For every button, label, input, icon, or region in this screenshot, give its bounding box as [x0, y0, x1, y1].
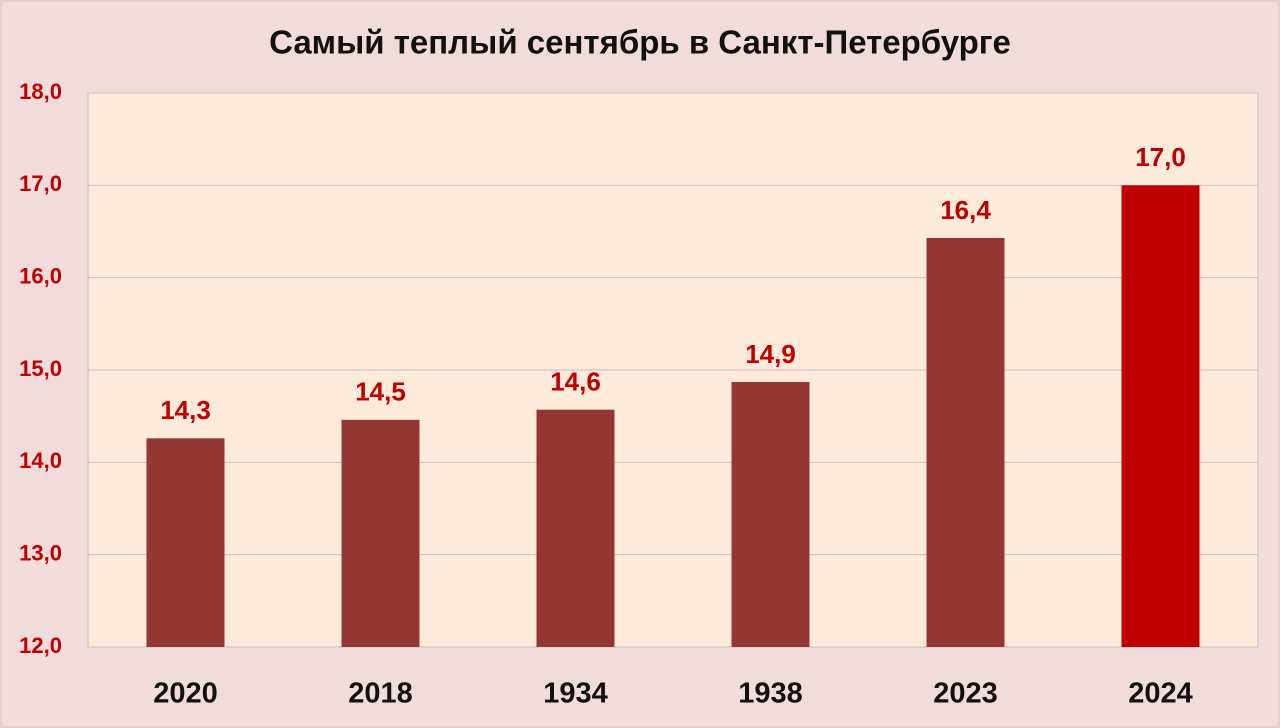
x-tick-label: 2024 [1128, 678, 1193, 710]
bar [1121, 185, 1200, 648]
x-tick-label: 2018 [348, 678, 413, 710]
bar [926, 237, 1005, 648]
y-tick-label: 12,0 [19, 633, 62, 658]
y-tick-label: 13,0 [19, 540, 62, 565]
y-tick-label: 17,0 [19, 171, 62, 196]
bar [341, 419, 420, 647]
data-label: 14,3 [160, 395, 211, 425]
data-label: 14,5 [355, 377, 406, 407]
y-tick-label: 15,0 [19, 356, 62, 381]
bar [536, 409, 615, 647]
y-tick-label: 14,0 [19, 448, 62, 473]
data-label: 14,9 [745, 339, 796, 369]
data-label: 14,6 [550, 367, 601, 397]
y-tick-label: 18,0 [19, 79, 62, 104]
y-tick-label: 16,0 [19, 263, 62, 288]
data-label: 17,0 [1135, 142, 1186, 172]
x-tick-label: 1934 [543, 678, 608, 710]
data-label: 16,4 [940, 195, 991, 225]
bar [731, 382, 810, 647]
x-tick-label: 2023 [933, 678, 998, 710]
x-tick-label: 1938 [738, 678, 803, 710]
x-tick-label: 2020 [153, 678, 218, 710]
chart-title: Самый теплый сентябрь в Санкт-Петербурге [269, 24, 1011, 61]
bar [146, 438, 225, 647]
